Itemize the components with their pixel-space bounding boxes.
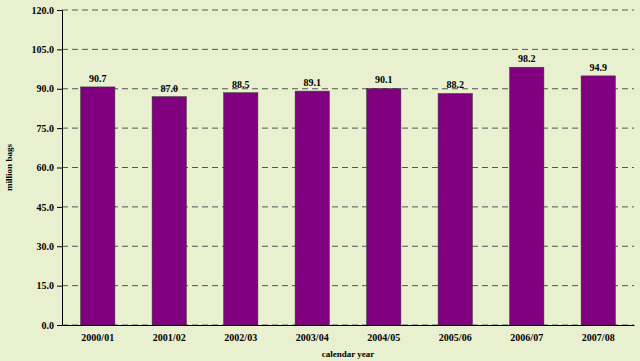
y-tick: 0.0 (42, 320, 63, 331)
y-tick-label: 60.0 (37, 162, 55, 173)
y-axis-line (57, 11, 63, 326)
y-tick-mark (57, 168, 62, 169)
y-tick: 75.0 (37, 123, 63, 134)
y-tick-mark (57, 128, 62, 129)
data-label: 98.2 (518, 53, 536, 64)
bar (152, 97, 186, 325)
x-tick: 2001/02 (153, 332, 186, 343)
grid-line (62, 285, 634, 286)
bar (581, 76, 615, 325)
x-tick: 2002/03 (224, 332, 257, 343)
y-tick: 90.0 (37, 83, 63, 94)
bar (438, 93, 472, 325)
y-tick-mark (57, 49, 62, 50)
y-tick-label: 45.0 (37, 202, 55, 213)
y-axis-title: million bags (4, 144, 14, 191)
y-axis: 0.0 15.0 30.0 45.0 60.0 75.0 90.0 105.0 120.0 (32, 5, 63, 331)
y-tick-label: 105.0 (32, 44, 55, 55)
grid-line (62, 128, 634, 129)
y-tick-mark (57, 10, 62, 11)
bar (224, 93, 258, 325)
x-tick-label: 2007/08 (582, 332, 615, 343)
chart: 90.7 87.0 88.5 89.1 90.1 88.2 98.2 94.9 0.0 15.0 3… (0, 0, 640, 361)
y-tick-label: 30.0 (37, 241, 55, 252)
y-tick-mark (57, 89, 62, 90)
bar (510, 67, 544, 325)
grid-line (62, 167, 634, 168)
grid-line (62, 246, 634, 247)
x-tick: 2005/06 (439, 332, 472, 343)
grid-line (62, 10, 634, 11)
y-tick: 15.0 (37, 280, 63, 291)
bar (367, 88, 401, 325)
grid-line (62, 49, 634, 50)
y-tick-mark (57, 325, 62, 326)
data-label: 94.9 (590, 62, 608, 73)
y-tick-label: 120.0 (32, 5, 55, 16)
x-tick-label: 2002/03 (224, 332, 257, 343)
grid-line (62, 325, 634, 326)
bars (81, 67, 616, 325)
y-tick-label: 0.0 (42, 320, 55, 331)
x-tick-label: 2004/05 (367, 332, 400, 343)
data-label: 89.1 (304, 77, 322, 88)
grid-line (62, 88, 634, 89)
x-axis: 2000/01 2001/02 2002/03 2003/04 2004/05 2005/… (63, 326, 635, 344)
x-tick: 2000/01 (81, 332, 114, 343)
x-tick-label: 2001/02 (153, 332, 186, 343)
plot: 90.7 87.0 88.5 89.1 90.1 88.2 98.2 94.9 0.0 15.0 3… (32, 5, 635, 343)
y-tick: 120.0 (32, 5, 63, 16)
y-tick-mark (57, 207, 62, 208)
x-tick-label: 2006/07 (510, 332, 543, 343)
x-tick-label: 2003/04 (296, 332, 329, 343)
y-tick-mark (57, 246, 62, 247)
data-label: 90.1 (375, 74, 393, 85)
x-tick-label: 2000/01 (81, 332, 114, 343)
y-tick-label: 15.0 (37, 280, 55, 291)
plot-background (62, 10, 634, 325)
data-label: 88.2 (447, 79, 465, 90)
x-tick-label: 2005/06 (439, 332, 472, 343)
data-label: 88.5 (232, 79, 250, 90)
y-tick: 105.0 (32, 44, 63, 55)
data-label: 87.0 (161, 83, 179, 94)
x-tick: 2004/05 (367, 332, 400, 343)
bar (81, 87, 115, 325)
y-tick-mark (57, 286, 62, 287)
x-tick: 2006/07 (510, 332, 543, 343)
data-label: 90.7 (89, 73, 107, 84)
grid (62, 10, 634, 325)
y-tick-label: 90.0 (37, 83, 55, 94)
y-tick-label: 75.0 (37, 123, 55, 134)
grid-line (62, 206, 634, 207)
data-labels: 90.7 87.0 88.5 89.1 90.1 88.2 98.2 94.9 (89, 53, 607, 93)
x-axis-line (63, 325, 635, 326)
x-tick: 2003/04 (296, 332, 329, 343)
y-tick: 30.0 (37, 241, 63, 252)
x-tick: 2007/08 (582, 332, 615, 343)
bar (295, 91, 329, 325)
x-axis-title: calendar year (322, 349, 375, 359)
y-tick: 45.0 (37, 202, 63, 213)
y-tick: 60.0 (37, 162, 63, 173)
